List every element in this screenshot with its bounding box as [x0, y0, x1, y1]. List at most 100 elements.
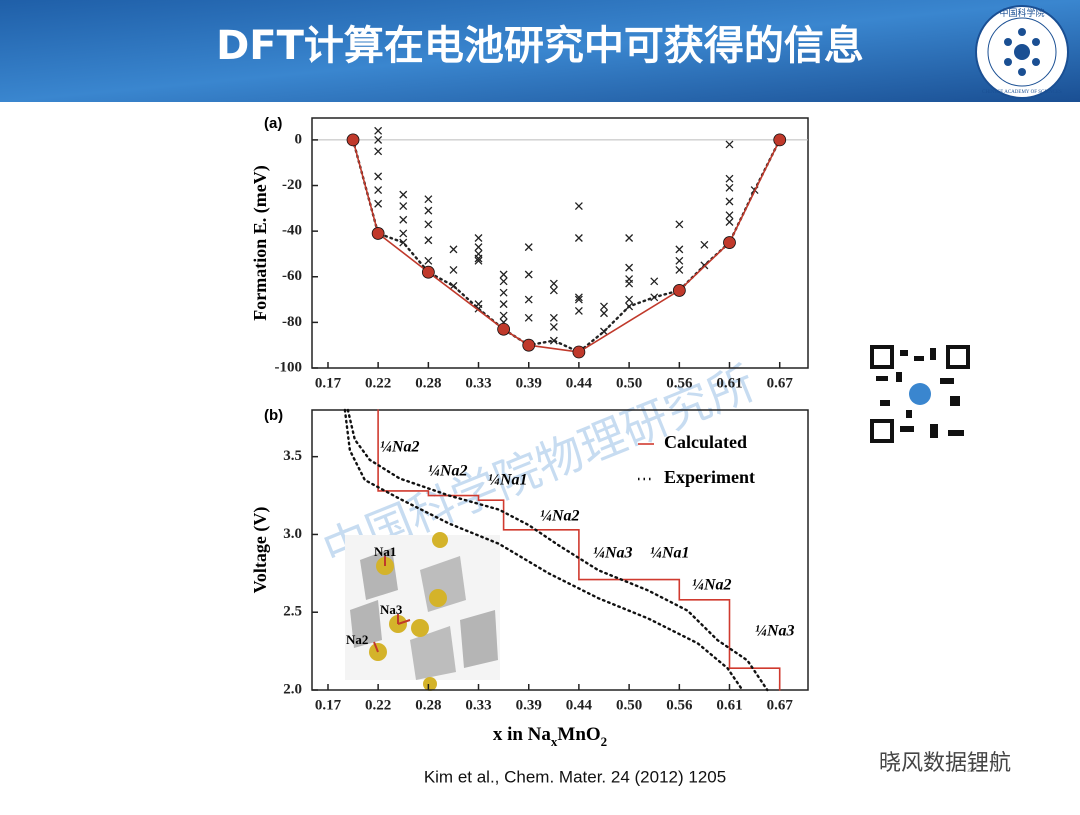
chart: 2.0 2.5 3.0 3.5 0.17 0.22 0.28 0.33 0.39 0.44 0.50… — [250, 407, 809, 749]
scatter-point — [474, 243, 483, 252]
scatter-point — [725, 183, 734, 192]
scatter-point — [449, 245, 458, 254]
scatter-point — [675, 220, 684, 229]
y-tick-label: -40 — [282, 223, 302, 239]
scatter-point — [374, 186, 383, 195]
scatter-point — [725, 197, 734, 206]
hull-point — [497, 322, 511, 336]
scatter-point — [549, 279, 558, 288]
x-tick-label: 0.56 — [666, 697, 693, 713]
scatter-point — [625, 295, 634, 304]
x-tick-label: 0.28 — [415, 697, 441, 713]
x-tick-label: 0.44 — [566, 697, 593, 713]
panel-label: (b) — [264, 407, 283, 424]
annotation: ¼Na2 — [540, 508, 580, 525]
scatter-point — [725, 174, 734, 183]
scatter-point — [374, 147, 383, 156]
legend-label: Calculated — [664, 432, 747, 452]
annotation: ¼Na2 — [380, 439, 420, 456]
x-tick-label: 0.50 — [616, 375, 642, 391]
scatter-point — [675, 245, 684, 254]
wechat-label: 晓风数据锂航 — [879, 751, 1011, 776]
y-tick-label: -20 — [282, 177, 302, 193]
x-tick-label: 0.50 — [616, 697, 642, 713]
y-tick-label: 3.5 — [283, 448, 302, 464]
scatter-point — [574, 295, 583, 304]
y-axis-label: Voltage (V) — [250, 507, 271, 594]
scatter-point — [524, 295, 533, 304]
scatter-point — [449, 265, 458, 274]
hull-point — [346, 133, 360, 147]
x-tick-label: 0.28 — [415, 375, 441, 391]
scatter-point — [700, 240, 709, 249]
scatter-point — [424, 220, 433, 229]
x-axis-label-part: 2 — [601, 734, 608, 749]
scatter-point — [600, 309, 608, 318]
citation: Kim et al., Chem. Mater. 24 (2012) 1205 — [424, 767, 726, 786]
y-tick-label: 0 — [295, 131, 303, 147]
scatter-point — [524, 243, 533, 252]
y-tick-label: 2.0 — [283, 681, 302, 697]
annotation: ¼Na1 — [650, 545, 690, 562]
plot-frame — [311, 117, 809, 369]
x-tick-label: 0.17 — [315, 697, 342, 713]
x-tick-label: 0.67 — [767, 697, 794, 713]
y-tick-label: -100 — [275, 359, 303, 375]
scatter-point — [675, 265, 684, 274]
x-tick-label: 0.61 — [716, 375, 742, 391]
scatter-point — [625, 279, 634, 288]
x-tick-label: 0.61 — [716, 697, 742, 713]
scatter-point — [725, 140, 734, 149]
scatter-point — [574, 307, 583, 315]
scatter-point — [625, 263, 634, 272]
scatter-point — [399, 229, 408, 238]
scatter-point — [549, 322, 558, 331]
x-tick-label: 0.44 — [566, 375, 593, 391]
scatter-point — [499, 311, 508, 320]
x-tick-label: 0.39 — [516, 375, 542, 391]
scatter-point — [474, 254, 483, 263]
annotation: ¼Na3 — [755, 623, 795, 640]
scatter-point — [374, 172, 383, 181]
x-tick-label: 0.33 — [465, 697, 491, 713]
slide-title: DFT计算在电池研究中可获得的信息 — [216, 23, 864, 69]
annotation: ¼Na3 — [593, 545, 633, 562]
series-line — [351, 138, 781, 354]
inset-label: Na1 — [374, 544, 396, 559]
hull-point — [421, 265, 435, 279]
inset-structure — [345, 532, 500, 691]
qr-code — [870, 345, 970, 443]
scatter-point — [399, 190, 408, 199]
hull-point — [773, 133, 787, 147]
scatter-point — [574, 202, 583, 211]
x-tick-label: 0.22 — [365, 375, 391, 391]
scatter-point — [374, 126, 383, 135]
page-number: 25 — [967, 759, 984, 776]
scatter-point — [474, 234, 483, 242]
scatter-point — [499, 288, 508, 297]
scatter-point — [725, 218, 734, 226]
scatter-point — [424, 256, 433, 265]
plot-frame — [311, 409, 809, 691]
annotation: ¼Na2 — [692, 577, 732, 594]
scatter-point — [499, 270, 508, 279]
x-tick-label: 0.39 — [516, 697, 542, 713]
scatter-point — [524, 270, 533, 279]
header-band — [0, 0, 1080, 102]
hull-point — [672, 284, 686, 297]
scatter-point — [625, 234, 634, 242]
y-tick-label: -60 — [282, 268, 302, 284]
chart: -100 -80 -60 -40 -20 0 0.17 0.22 0.28 0.33 0.39 0.4… — [250, 115, 809, 391]
panel-label: (a) — [264, 115, 282, 132]
scatter-point — [499, 277, 508, 286]
x-axis-label: x in NaxMnO2 — [493, 724, 607, 749]
x-tick-label: 0.33 — [465, 375, 491, 391]
scatter-point — [524, 313, 533, 322]
scatter-point — [650, 277, 659, 286]
hull-point — [522, 338, 536, 352]
x-tick-label: 0.67 — [767, 375, 794, 391]
y-tick-label: 3.0 — [283, 526, 302, 542]
scatter-point — [399, 202, 408, 211]
inset-label: Na3 — [380, 602, 403, 617]
